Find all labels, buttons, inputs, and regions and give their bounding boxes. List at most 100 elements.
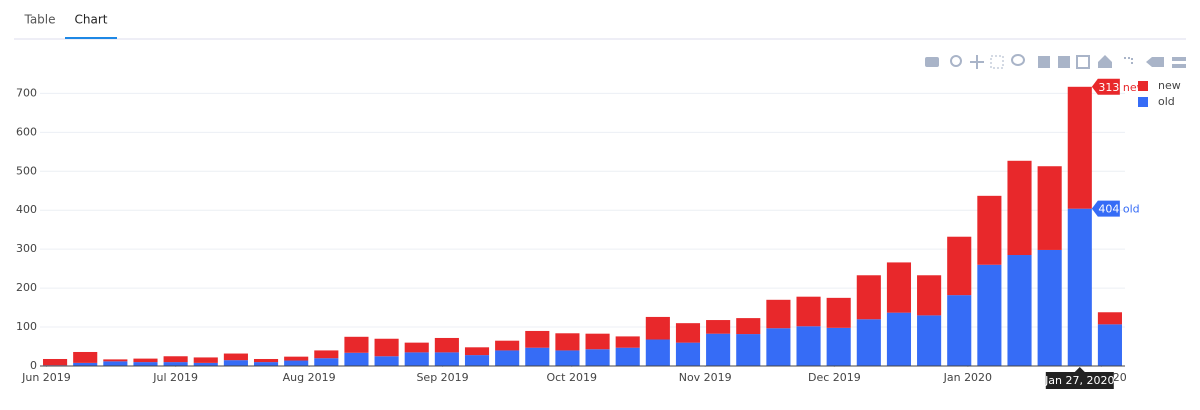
camera-icon[interactable] xyxy=(925,57,939,67)
bar xyxy=(766,328,791,366)
x-tick-label: Nov 2019 xyxy=(679,371,732,384)
y-tick-label: 0 xyxy=(30,359,37,372)
bar xyxy=(103,361,128,366)
bar xyxy=(1097,312,1122,325)
hover-x-box xyxy=(1045,367,1114,389)
bar xyxy=(73,351,98,363)
bar xyxy=(223,353,248,361)
x-tick-label: Jul 2019 xyxy=(152,371,198,384)
hover-name: old xyxy=(1123,203,1140,216)
bar xyxy=(404,342,429,353)
legend-swatch xyxy=(1138,81,1148,91)
bar xyxy=(766,299,791,329)
hover-name: new xyxy=(1123,81,1146,94)
x-tick-label: Sep 2019 xyxy=(416,371,468,384)
bar xyxy=(314,358,339,366)
bar xyxy=(525,330,550,348)
bar xyxy=(464,347,490,356)
bar xyxy=(253,362,279,366)
bar xyxy=(736,334,761,366)
hover-value: 313 xyxy=(1098,81,1119,94)
bar xyxy=(947,236,972,296)
bar xyxy=(1037,249,1062,366)
tab-active[interactable]: Chart xyxy=(75,13,108,27)
bar xyxy=(796,296,821,327)
bar xyxy=(284,356,309,361)
bar xyxy=(615,336,640,348)
y-tick-label: 200 xyxy=(16,281,37,294)
bar xyxy=(103,359,128,362)
bar xyxy=(434,337,459,353)
zoom-in-icon[interactable] xyxy=(1038,56,1050,68)
lasso-icon[interactable] xyxy=(1011,54,1025,66)
y-tick-label: 600 xyxy=(16,125,37,138)
bar xyxy=(253,358,279,363)
select-icon[interactable] xyxy=(990,55,1004,69)
legend-label: new xyxy=(1158,79,1181,92)
bar xyxy=(645,316,670,340)
bar xyxy=(947,295,972,366)
toolbar xyxy=(925,54,1186,69)
bar xyxy=(374,356,399,366)
bar xyxy=(917,275,942,316)
bar xyxy=(73,362,98,366)
y-tick-label: 500 xyxy=(16,164,37,177)
x-tick-label: Oct 2019 xyxy=(546,371,597,384)
hover-value: 404 xyxy=(1098,203,1119,216)
bar xyxy=(1037,166,1062,250)
bar xyxy=(856,319,881,366)
x-tick-label: Dec 2019 xyxy=(808,371,861,384)
bar xyxy=(977,264,1002,366)
bar xyxy=(1067,208,1092,366)
bar xyxy=(886,312,912,366)
bar xyxy=(404,352,429,366)
bar xyxy=(314,350,339,359)
hover-compare-icon[interactable] xyxy=(1172,57,1186,68)
bar xyxy=(736,318,761,335)
bar xyxy=(706,333,731,366)
bar xyxy=(495,340,520,351)
bar xyxy=(133,362,158,366)
x-tick-label: Jun 2019 xyxy=(21,371,71,384)
y-tick-label: 400 xyxy=(16,203,37,216)
bar xyxy=(585,349,610,366)
zoom-out-icon[interactable] xyxy=(1058,56,1070,68)
bar xyxy=(1067,86,1092,209)
zoom-icon[interactable] xyxy=(950,55,962,67)
hover-x-label: Jan 27, 2020 xyxy=(1044,374,1114,387)
bar xyxy=(284,360,309,366)
bar xyxy=(645,339,670,366)
bar xyxy=(193,362,218,366)
legend-swatch xyxy=(1138,97,1148,107)
hover-box xyxy=(1091,78,1120,95)
bar xyxy=(344,352,369,366)
bar xyxy=(495,350,520,366)
x-tick-label: Aug 2019 xyxy=(283,371,336,384)
spike-icon[interactable] xyxy=(1124,57,1133,66)
bar xyxy=(163,356,188,363)
bar xyxy=(675,342,701,366)
hover-closest-icon[interactable] xyxy=(1146,57,1164,67)
bar xyxy=(344,336,369,353)
bar xyxy=(675,323,701,343)
y-tick-label: 100 xyxy=(16,320,37,333)
autoscale-icon[interactable] xyxy=(1076,55,1090,69)
bar xyxy=(826,297,851,328)
bar xyxy=(917,315,942,366)
bar xyxy=(977,195,1002,265)
bar xyxy=(133,358,158,363)
bar xyxy=(374,338,399,357)
pan-icon[interactable] xyxy=(970,55,984,69)
bar xyxy=(706,320,731,334)
bar xyxy=(1097,324,1122,366)
reset-icon[interactable] xyxy=(1098,55,1112,68)
bar xyxy=(525,347,550,366)
bar xyxy=(163,362,188,366)
y-tick-label: 300 xyxy=(16,242,37,255)
bar xyxy=(555,333,580,351)
y-tick-label: 700 xyxy=(16,86,37,99)
bar xyxy=(43,358,68,366)
tab[interactable]: Table xyxy=(23,13,55,27)
